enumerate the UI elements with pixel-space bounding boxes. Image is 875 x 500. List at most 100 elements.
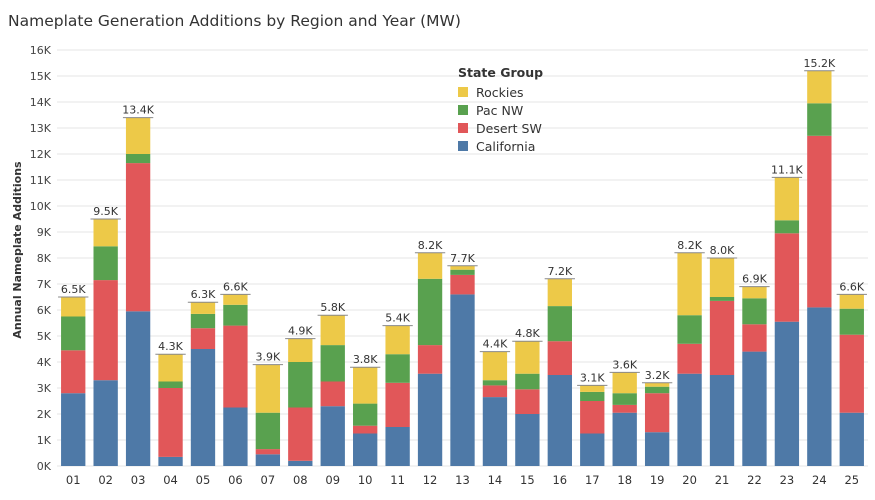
- bar-segment-desert-sw-16[interactable]: [547, 341, 572, 375]
- bar-segment-desert-sw-18[interactable]: [612, 404, 637, 413]
- bar-segment-pac-nw-09[interactable]: [320, 345, 345, 382]
- bar-segment-rockies-21[interactable]: [709, 258, 735, 297]
- bar-segment-desert-sw-06[interactable]: [223, 325, 248, 408]
- bar-segment-desert-sw-03[interactable]: [125, 163, 151, 312]
- bar-segment-rockies-09[interactable]: [320, 315, 345, 346]
- bar-segment-california-21[interactable]: [709, 375, 735, 466]
- bar-segment-pac-nw-20[interactable]: [677, 315, 702, 344]
- bar-segment-pac-nw-08[interactable]: [288, 362, 313, 408]
- bar-segment-california-09[interactable]: [320, 406, 345, 466]
- bar-segment-rockies-11[interactable]: [385, 325, 410, 355]
- bar-segment-rockies-25[interactable]: [839, 294, 864, 309]
- bar-segment-california-23[interactable]: [774, 321, 800, 466]
- bar-segment-pac-nw-06[interactable]: [223, 304, 248, 326]
- bar-segment-desert-sw-19[interactable]: [644, 393, 670, 433]
- bar-segment-pac-nw-23[interactable]: [774, 220, 800, 234]
- bar-segment-rockies-04[interactable]: [158, 354, 183, 382]
- bar-segment-rockies-15[interactable]: [515, 341, 540, 374]
- bar-segment-desert-sw-24[interactable]: [807, 135, 832, 308]
- bar-segment-desert-sw-22[interactable]: [742, 324, 767, 352]
- bar-segment-california-14[interactable]: [482, 397, 508, 466]
- bar-segment-rockies-24[interactable]: [807, 70, 832, 104]
- bar-segment-california-10[interactable]: [353, 433, 378, 467]
- bar-segment-rockies-01[interactable]: [61, 297, 86, 317]
- bar-segment-desert-sw-01[interactable]: [61, 350, 86, 394]
- bar-segment-rockies-02[interactable]: [93, 219, 118, 247]
- bar-segment-california-12[interactable]: [417, 373, 443, 466]
- bar-segment-california-08[interactable]: [288, 460, 313, 466]
- bar-segment-pac-nw-25[interactable]: [839, 308, 864, 335]
- bar-segment-pac-nw-14[interactable]: [482, 380, 508, 386]
- bar-segment-rockies-12[interactable]: [417, 252, 443, 279]
- bar-segment-desert-sw-02[interactable]: [93, 280, 118, 381]
- bar-segment-pac-nw-02[interactable]: [93, 246, 118, 281]
- bar-segment-rockies-22[interactable]: [742, 286, 767, 299]
- bar-segment-desert-sw-14[interactable]: [482, 385, 508, 398]
- bar-segment-desert-sw-25[interactable]: [839, 334, 864, 413]
- bar-segment-pac-nw-17[interactable]: [580, 391, 605, 401]
- bar-segment-pac-nw-16[interactable]: [547, 306, 572, 342]
- bar-segment-pac-nw-19[interactable]: [644, 386, 670, 394]
- bar-segment-rockies-06[interactable]: [223, 294, 248, 305]
- bar-segment-desert-sw-23[interactable]: [774, 233, 800, 322]
- bar-segment-pac-nw-04[interactable]: [158, 381, 183, 389]
- bar-segment-california-20[interactable]: [677, 373, 702, 466]
- bar-segment-california-18[interactable]: [612, 412, 637, 466]
- bar-segment-california-17[interactable]: [580, 433, 605, 467]
- bar-segment-rockies-23[interactable]: [774, 177, 800, 221]
- bar-segment-desert-sw-21[interactable]: [709, 300, 735, 375]
- bar-segment-california-15[interactable]: [515, 414, 540, 466]
- bar-segment-rockies-13[interactable]: [450, 265, 475, 270]
- bar-segment-rockies-17[interactable]: [580, 385, 605, 392]
- bar-segment-pac-nw-11[interactable]: [385, 354, 410, 383]
- bar-segment-california-03[interactable]: [125, 311, 151, 466]
- bar-segment-pac-nw-03[interactable]: [125, 154, 151, 164]
- bar-segment-desert-sw-07[interactable]: [255, 449, 281, 455]
- bar-segment-california-02[interactable]: [93, 380, 118, 466]
- bar-segment-desert-sw-17[interactable]: [580, 401, 605, 434]
- bar-segment-rockies-08[interactable]: [288, 338, 313, 362]
- bar-segment-pac-nw-24[interactable]: [807, 103, 832, 136]
- bar-segment-california-25[interactable]: [839, 412, 864, 466]
- bar-segment-pac-nw-05[interactable]: [190, 313, 216, 329]
- bar-segment-california-06[interactable]: [223, 407, 248, 467]
- bar-segment-rockies-03[interactable]: [125, 117, 151, 154]
- bar-segment-california-19[interactable]: [644, 432, 670, 466]
- bar-segment-california-24[interactable]: [807, 307, 832, 466]
- bar-segment-pac-nw-10[interactable]: [353, 403, 378, 426]
- bar-segment-desert-sw-10[interactable]: [353, 425, 378, 434]
- bar-segment-rockies-10[interactable]: [353, 367, 378, 404]
- bar-segment-desert-sw-09[interactable]: [320, 381, 345, 407]
- bar-segment-desert-sw-12[interactable]: [417, 345, 443, 374]
- bar-segment-california-11[interactable]: [385, 427, 410, 466]
- bar-segment-california-16[interactable]: [547, 375, 572, 466]
- bar-segment-rockies-16[interactable]: [547, 278, 572, 307]
- bar-segment-desert-sw-15[interactable]: [515, 389, 540, 414]
- bar-segment-california-01[interactable]: [61, 393, 86, 466]
- bar-segment-pac-nw-12[interactable]: [417, 278, 443, 346]
- bar-segment-california-04[interactable]: [158, 456, 183, 466]
- bar-segment-desert-sw-20[interactable]: [677, 343, 702, 374]
- bar-segment-california-07[interactable]: [255, 454, 281, 466]
- bar-segment-rockies-05[interactable]: [190, 302, 216, 314]
- bar-segment-pac-nw-07[interactable]: [255, 412, 281, 450]
- bar-segment-california-22[interactable]: [742, 351, 767, 466]
- bar-segment-rockies-18[interactable]: [612, 372, 637, 394]
- legend-item-desert-sw[interactable]: Desert SW: [458, 119, 543, 137]
- bar-segment-desert-sw-08[interactable]: [288, 407, 313, 461]
- bar-segment-desert-sw-04[interactable]: [158, 388, 183, 457]
- bar-segment-pac-nw-13[interactable]: [450, 269, 475, 275]
- bar-segment-california-05[interactable]: [190, 349, 216, 466]
- bar-segment-pac-nw-21[interactable]: [709, 297, 735, 301]
- bar-segment-rockies-20[interactable]: [677, 252, 702, 316]
- bar-segment-desert-sw-05[interactable]: [190, 328, 216, 349]
- bar-segment-pac-nw-18[interactable]: [612, 393, 637, 405]
- bar-segment-california-13[interactable]: [450, 294, 475, 466]
- legend-item-california[interactable]: California: [458, 137, 543, 155]
- bar-segment-rockies-07[interactable]: [255, 364, 281, 413]
- bar-segment-rockies-19[interactable]: [644, 382, 670, 387]
- bar-segment-pac-nw-22[interactable]: [742, 298, 767, 325]
- bar-segment-pac-nw-01[interactable]: [61, 316, 86, 351]
- legend-item-rockies[interactable]: Rockies: [458, 83, 543, 101]
- bar-segment-rockies-14[interactable]: [482, 351, 508, 381]
